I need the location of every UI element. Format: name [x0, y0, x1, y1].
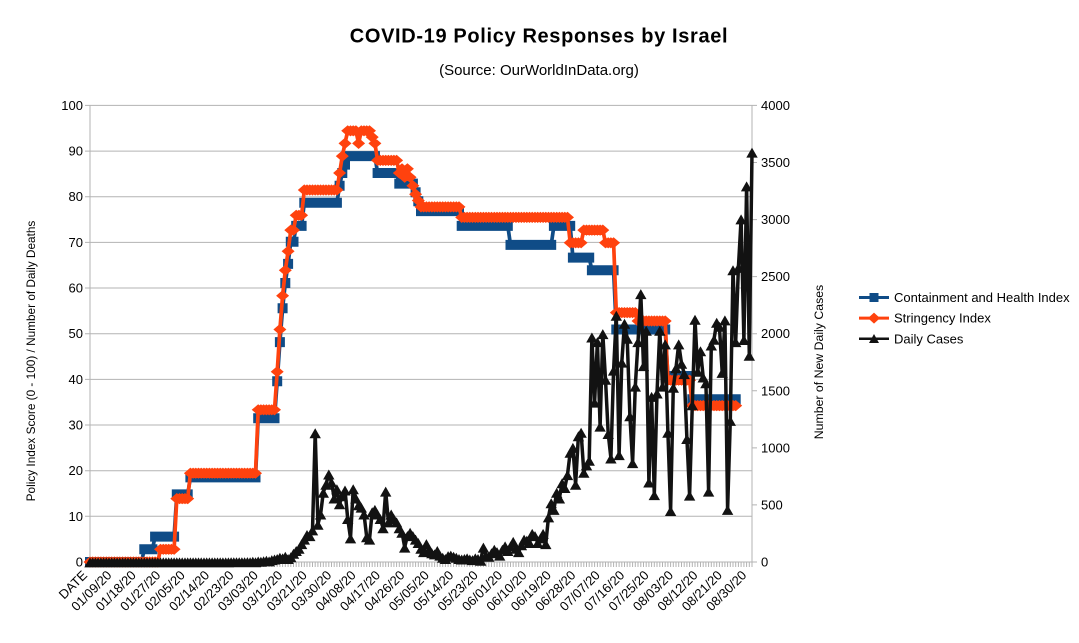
svg-text:0: 0: [76, 555, 83, 570]
svg-text:Containment and Health Index: Containment and Health Index: [894, 290, 1070, 305]
svg-text:COVID-19 Policy Responses by I: COVID-19 Policy Responses by Israel: [350, 26, 728, 48]
svg-text:3500: 3500: [761, 155, 790, 170]
svg-text:90: 90: [69, 144, 83, 159]
svg-text:500: 500: [761, 497, 783, 512]
svg-text:2000: 2000: [761, 326, 790, 341]
svg-text:1500: 1500: [761, 383, 790, 398]
svg-text:1000: 1000: [761, 440, 790, 455]
svg-text:80: 80: [69, 189, 83, 204]
svg-text:30: 30: [69, 418, 83, 433]
svg-text:70: 70: [69, 235, 83, 250]
svg-text:60: 60: [69, 281, 83, 296]
svg-text:100: 100: [61, 98, 83, 113]
svg-text:(Source: OurWorldInData.org): (Source: OurWorldInData.org): [439, 62, 639, 79]
svg-text:Daily Cases: Daily Cases: [894, 331, 964, 346]
svg-text:40: 40: [69, 372, 83, 387]
svg-text:Number of New Daily Cases: Number of New Daily Cases: [812, 285, 826, 439]
svg-text:10: 10: [69, 509, 83, 524]
svg-text:3000: 3000: [761, 212, 790, 227]
svg-text:0: 0: [761, 555, 768, 570]
svg-text:20: 20: [69, 463, 83, 478]
svg-text:Stringency Index: Stringency Index: [894, 311, 991, 326]
svg-text:4000: 4000: [761, 98, 790, 113]
svg-text:Policy Index Score (0 - 100) /: Policy Index Score (0 - 100) / Number of…: [24, 221, 38, 502]
svg-text:2500: 2500: [761, 269, 790, 284]
svg-text:50: 50: [69, 326, 83, 341]
